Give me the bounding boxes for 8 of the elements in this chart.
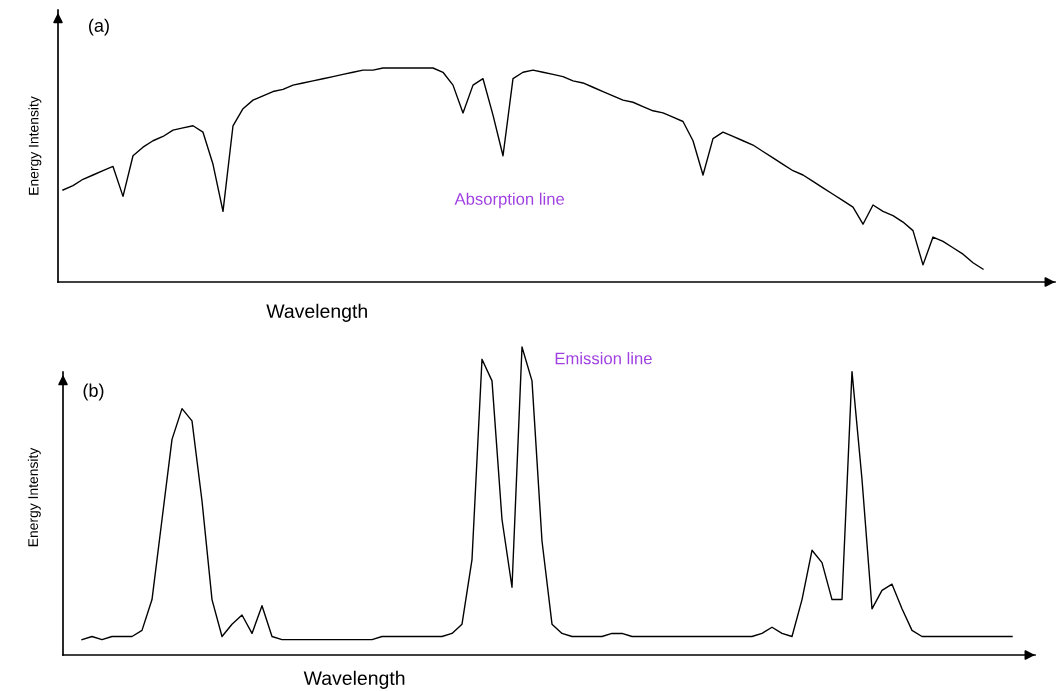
- y-axis-title: Energy Intensity: [28, 96, 42, 195]
- x-axis-title: Wavelength: [266, 303, 367, 322]
- x-axis-title: Wavelength: [303, 670, 405, 689]
- y-axis-title: Energy Intensity: [27, 447, 41, 547]
- annotation: Absorption line: [454, 192, 565, 209]
- annotation: Emission line: [555, 352, 652, 365]
- chart-title: (a): [89, 18, 109, 36]
- text: (b): [83, 383, 104, 401]
